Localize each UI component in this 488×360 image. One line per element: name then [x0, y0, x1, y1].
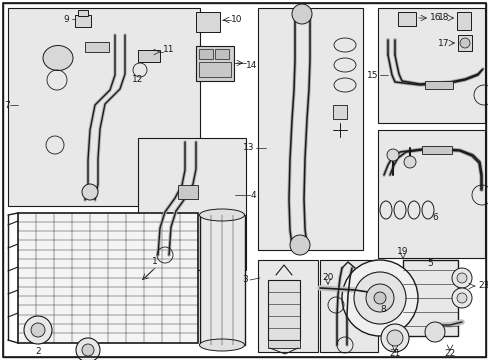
- Bar: [456, 12, 470, 30]
- Bar: [457, 35, 471, 51]
- Bar: [215, 49, 228, 59]
- Circle shape: [386, 330, 402, 346]
- Text: 8: 8: [379, 306, 385, 315]
- Text: 21: 21: [388, 350, 400, 359]
- Text: 14: 14: [245, 60, 257, 69]
- Text: 1: 1: [152, 257, 158, 266]
- Bar: [377, 130, 484, 258]
- Bar: [75, 15, 91, 27]
- Circle shape: [459, 38, 469, 48]
- Ellipse shape: [43, 45, 73, 71]
- Bar: [377, 8, 484, 123]
- Circle shape: [82, 184, 98, 200]
- Text: 13: 13: [242, 144, 253, 153]
- Text: 17: 17: [437, 39, 448, 48]
- Bar: [267, 280, 299, 340]
- Text: 19: 19: [396, 248, 408, 256]
- Circle shape: [456, 293, 466, 303]
- Text: 10: 10: [230, 15, 242, 24]
- Bar: [78, 10, 88, 16]
- Circle shape: [451, 268, 471, 288]
- Circle shape: [380, 324, 408, 352]
- Text: 3: 3: [242, 275, 247, 284]
- Bar: [258, 260, 317, 352]
- Circle shape: [82, 344, 94, 356]
- Circle shape: [373, 292, 385, 304]
- Bar: [424, 81, 452, 89]
- Circle shape: [456, 273, 466, 283]
- Bar: [397, 12, 415, 26]
- Bar: [421, 146, 451, 154]
- Text: 23: 23: [477, 282, 488, 291]
- Text: 22: 22: [444, 350, 455, 359]
- Circle shape: [24, 316, 52, 344]
- Ellipse shape: [199, 339, 244, 351]
- Circle shape: [291, 4, 311, 24]
- Circle shape: [76, 338, 100, 360]
- Circle shape: [451, 288, 471, 308]
- Text: 5: 5: [426, 260, 432, 269]
- Text: 11: 11: [163, 45, 174, 54]
- Text: 4: 4: [250, 190, 256, 199]
- Text: 16: 16: [429, 13, 441, 22]
- Text: 2: 2: [35, 347, 41, 356]
- Text: 18: 18: [437, 13, 448, 22]
- Circle shape: [353, 272, 405, 324]
- Circle shape: [403, 156, 415, 168]
- Bar: [332, 105, 346, 119]
- Text: 15: 15: [366, 71, 377, 80]
- Ellipse shape: [199, 209, 244, 221]
- Circle shape: [365, 284, 393, 312]
- Bar: [8, 8, 200, 206]
- Text: 7: 7: [4, 100, 10, 109]
- Bar: [199, 49, 213, 59]
- Bar: [178, 185, 198, 199]
- Circle shape: [386, 149, 398, 161]
- Text: 12: 12: [132, 76, 143, 85]
- Bar: [258, 8, 362, 250]
- Text: 6: 6: [431, 213, 437, 222]
- Bar: [18, 213, 198, 343]
- Bar: [402, 260, 457, 336]
- Bar: [200, 215, 244, 345]
- Circle shape: [31, 323, 45, 337]
- Circle shape: [424, 322, 444, 342]
- Circle shape: [289, 235, 309, 255]
- Bar: [138, 138, 245, 270]
- Bar: [138, 50, 160, 62]
- Bar: [319, 260, 377, 352]
- Text: 9: 9: [63, 14, 69, 23]
- Circle shape: [341, 260, 417, 336]
- Bar: [196, 12, 220, 32]
- Text: 20: 20: [322, 274, 333, 283]
- Bar: [196, 46, 234, 81]
- Bar: [85, 42, 109, 52]
- Bar: [199, 62, 230, 77]
- Bar: [267, 340, 299, 348]
